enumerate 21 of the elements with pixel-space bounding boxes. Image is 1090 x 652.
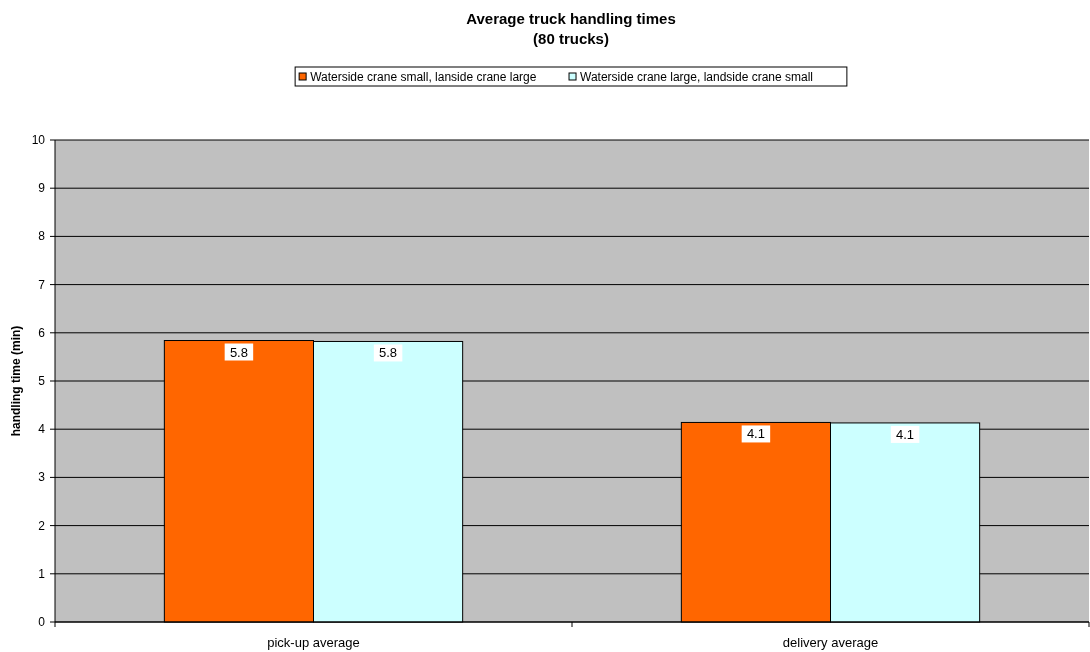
y-tick-label: 8 bbox=[38, 229, 46, 244]
chart-title: Average truck handling times (80 trucks) bbox=[466, 10, 676, 47]
x-tick-label: delivery average bbox=[782, 635, 879, 650]
x-tick-label: pick-up average bbox=[267, 635, 360, 650]
data-label: 5.8 bbox=[379, 345, 398, 361]
y-tick-label: 6 bbox=[38, 325, 46, 340]
y-tick-label: 3 bbox=[38, 470, 46, 485]
y-tick-label: 9 bbox=[38, 181, 46, 196]
y-tick-label: 7 bbox=[38, 277, 46, 292]
data-label: 4.1 bbox=[746, 426, 765, 442]
y-tick-label: 4 bbox=[38, 422, 46, 437]
data-label: 4.1 bbox=[896, 426, 915, 442]
y-tick-label: 2 bbox=[38, 518, 46, 533]
legend-label: Waterside crane small, lanside crane large bbox=[310, 70, 537, 84]
y-tick-label: 1 bbox=[38, 566, 46, 581]
y-tick-label: 0 bbox=[38, 615, 46, 629]
y-tick-label: 5 bbox=[38, 374, 46, 388]
y-axis-title: handling time (min) bbox=[9, 325, 23, 437]
y-tick-label: 10 bbox=[31, 133, 46, 147]
data-label: 5.8 bbox=[229, 344, 248, 360]
legend-label: Waterside crane large, landside crane small bbox=[580, 70, 814, 84]
